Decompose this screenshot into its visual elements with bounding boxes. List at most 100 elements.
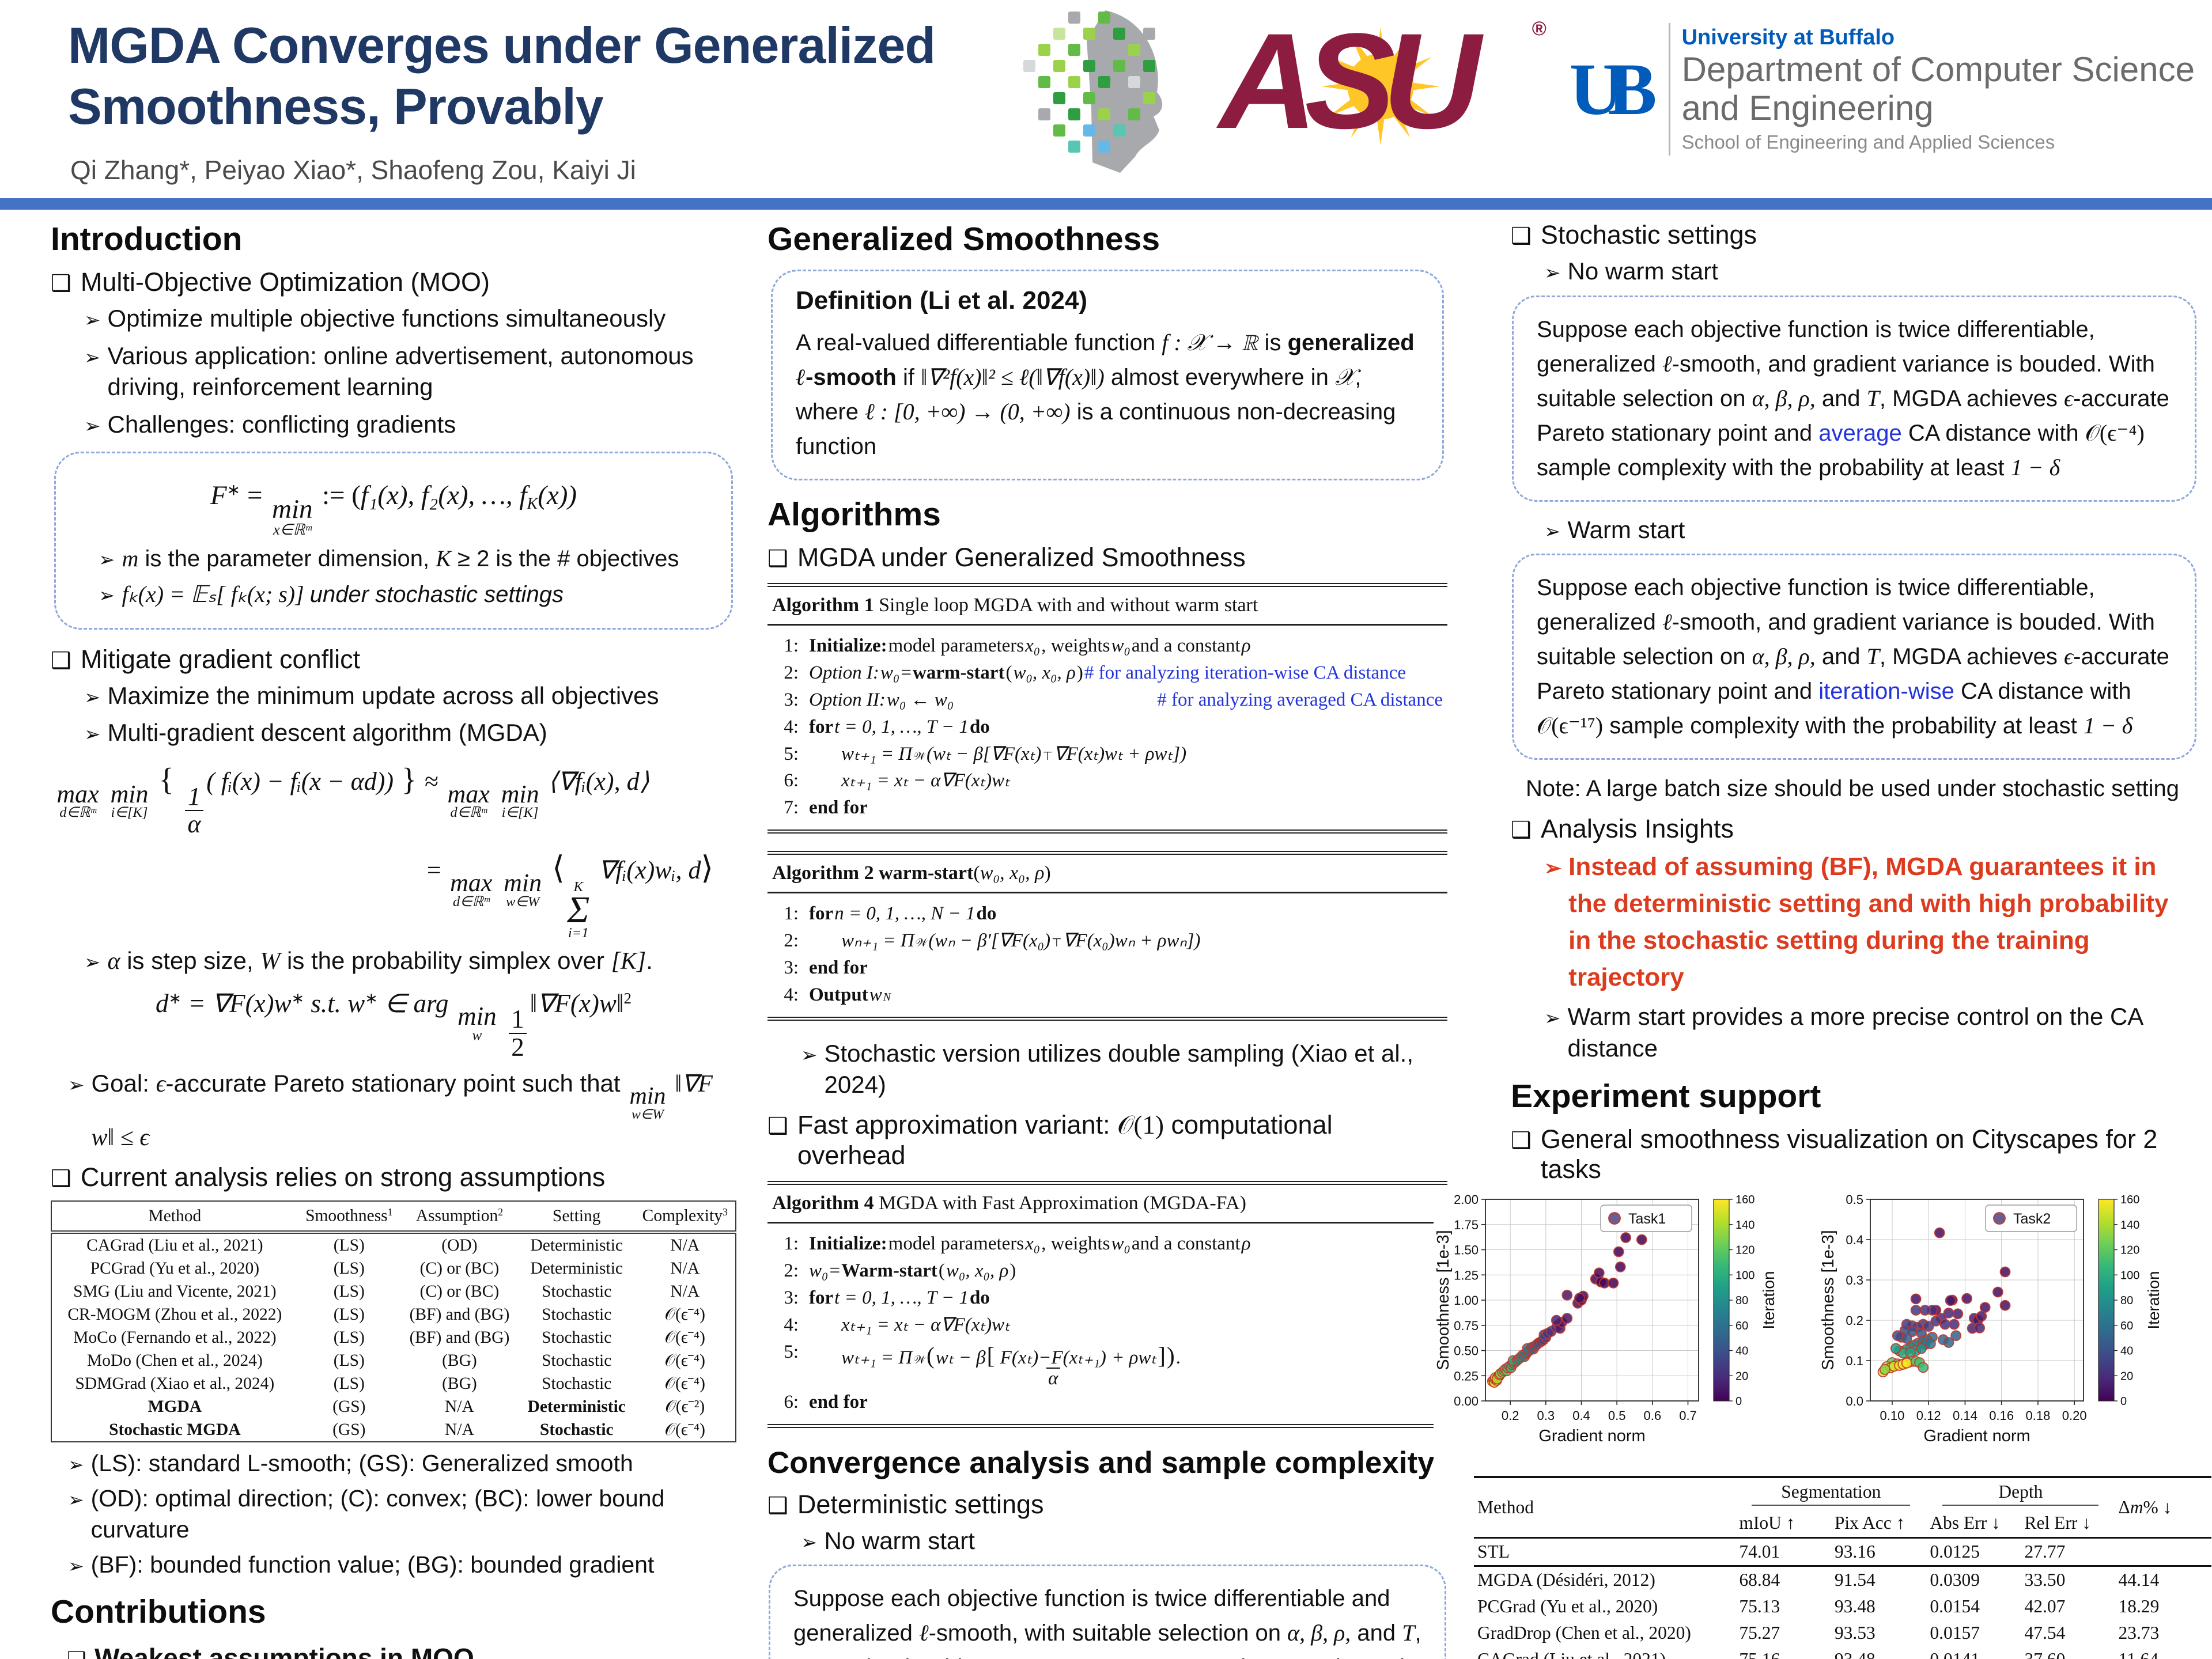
bullet-mit-1: ➢ Maximize the minimum update across all … [84, 680, 736, 712]
table-row: STL 74.01 93.16 0.0125 27.77 [1474, 1537, 2211, 1566]
bullet-moo-2: ➢ Various application: online advertiseme… [84, 342, 694, 401]
svg-text:40: 40 [2120, 1344, 2133, 1357]
table-row: MoDo (Chen et al., 2024) (LS) (BG) Stochast… [51, 1349, 736, 1372]
svg-text:160: 160 [2120, 1194, 2139, 1206]
table-cell: Stochastic MGDA [109, 1420, 241, 1439]
svg-text:20: 20 [2120, 1370, 2133, 1382]
table-row: CR-MOGM (Zhou et al., 2022) (LS) (BF) and … [51, 1303, 736, 1326]
table-cell: (BG) [442, 1374, 477, 1393]
poster-title: MGDA Converges under Generalized Smoothn… [68, 15, 936, 137]
algorithm-1-title: Algorithm 1 Single loop MGDA with and wi… [767, 587, 1447, 626]
svg-text:0.4: 0.4 [1846, 1233, 1863, 1247]
algorithm-1-lines: 1: Initialize: model parameters x₀, weigh… [767, 626, 1447, 830]
arrow-bullet-icon: ➢ [68, 1454, 84, 1475]
table-cell: (LS) [333, 1351, 365, 1370]
results-col-dm: Δm% ↓ [2118, 1497, 2172, 1517]
results-stl-body: STL 74.01 93.16 0.0125 27.77 [1474, 1537, 2211, 1566]
svg-text:0.10: 0.10 [1880, 1408, 1905, 1423]
table-cell: Stochastic [542, 1305, 612, 1324]
square-bullet-icon: ❑ [767, 546, 788, 571]
logo-strip: ASU ® UB University at Buffalo Departmen… [1019, 5, 2195, 173]
table-cell: 𝒪(ϵ⁻⁴) [664, 1328, 705, 1347]
svg-text:100: 100 [1735, 1269, 1755, 1282]
square-bullet-icon: ❑ [767, 1113, 788, 1139]
dstar-equation: d∗ = ∇F(x)w∗ s.t. w∗ ∈ arg min w 1 2 ‖∇F(x)… [156, 988, 632, 1062]
column-algorithms: Generalized Smoothness Definition (Li et… [767, 220, 1447, 1659]
results-col-abserr: Abs Err ↓ [1930, 1512, 2001, 1533]
arrow-bullet-icon: ➢ [1544, 1007, 1561, 1030]
svg-text:0: 0 [2120, 1395, 2127, 1408]
table-cell [2115, 1537, 2211, 1566]
table-cell: 𝒪(ϵ⁻²) [665, 1397, 705, 1416]
col-header-setting: Setting [519, 1201, 635, 1234]
results-methods-body: MGDA (Désidéri, 2012) 68.84 91.54 0.0309 33.… [1474, 1566, 2211, 1659]
results-table-wrap: Method Segmentation Depth Δm% ↓ mIoU ↑ P… [1474, 1475, 2211, 1659]
ub-university-name: University at Buffalo [1681, 25, 1895, 50]
column-introduction: Introduction ❑ Multi-Objective Optimizati… [51, 220, 736, 1659]
table-cell: (BG) [442, 1351, 477, 1370]
table-row: SMG (Liu and Vicente, 2021) (LS) (C) or (B… [51, 1280, 736, 1303]
table-cell: CAGrad (Liu et al., 2021) [86, 1236, 263, 1255]
table-cell: N/A [445, 1420, 474, 1439]
table-cell: PCGrad (Yu et al., 2020) [90, 1259, 260, 1278]
section-heading-experiment: Experiment support [1511, 1077, 1821, 1115]
ai-head-logo [1023, 10, 1162, 173]
y-axis-label: Smoothness [1e-3] [1434, 1230, 1453, 1370]
table-cell: 𝒪(ϵ⁻⁴) [664, 1420, 705, 1439]
results-col-relerr: Rel Err ↓ [2024, 1512, 2091, 1533]
theorem-stoch-warm-start: Suppose each objective function is twice… [1512, 554, 2196, 760]
legend-box [1600, 1204, 1692, 1232]
table-cell: 47.54 [2024, 1622, 2066, 1643]
bullet-fast-approx: ❑ Fast approximation variant: 𝒪(1) comput… [767, 1110, 1333, 1171]
asu-logo: ASU ® [1219, 5, 1546, 170]
arrow-bullet-icon: ➢ [68, 1074, 85, 1097]
table-cell: (C) or (BC) [419, 1259, 500, 1278]
svg-text:140: 140 [2120, 1218, 2139, 1231]
bullet-moo-1: ➢ Optimize multiple objective functions s… [84, 303, 736, 335]
table-cell: (BF) and (BG) [409, 1305, 510, 1324]
algorithm-line: 4: xₜ₊₁ = xₜ − α∇F(xₜ)wₜ [784, 1314, 1010, 1335]
table-cell: (LS) [333, 1282, 365, 1301]
algorithm-line: 7: end for [784, 797, 868, 819]
table-cell: Stochastic [542, 1351, 612, 1370]
section-heading-generalized-smoothness: Generalized Smoothness [767, 221, 1160, 257]
mgda-equation-line-1: max d∈ℝᵐ min i∈[K] { 1 α( fᵢ(x) − fᵢ(x − αd… [56, 761, 649, 839]
results-table-header: Method Segmentation Depth Δm% ↓ mIoU ↑ P… [1474, 1477, 2211, 1538]
definition-body: A real-valued differentiable function f … [796, 329, 1415, 459]
table-cell: Stochastic [539, 1420, 614, 1439]
svg-text:80: 80 [1735, 1294, 1748, 1307]
table-cell: (LS) [333, 1236, 365, 1255]
table-cell: (OD) [441, 1236, 478, 1255]
table-cell: 0.0309 [1930, 1569, 1980, 1590]
section-heading-algorithms: Algorithms [767, 496, 941, 533]
svg-text:60: 60 [1735, 1319, 1748, 1332]
definition-box: Definition (Li et al. 2024) A real-value… [771, 270, 1444, 480]
bullet-deterministic: ❑ Deterministic settings [767, 1489, 1044, 1519]
results-col-method: Method [1477, 1497, 1534, 1517]
assumptions-table-body: CAGrad (Liu et al., 2021) (LS) (OD) Determi… [51, 1232, 736, 1442]
double-sampling-note: ➢ Stochastic version utilizes double samp… [801, 1039, 1414, 1099]
colorbar-label: Iteration [1760, 1271, 1778, 1329]
svg-text:20: 20 [1735, 1370, 1748, 1382]
table-cell: 0.0125 [1930, 1541, 1980, 1562]
table-row: GradDrop (Chen et al., 2020) 75.27 93.53 0.… [1474, 1620, 2211, 1646]
algorithm-line: 2: wₙ₊₁ = Π 𝒲 (wₙ − β′[∇F(x₀) ⊤ ∇F(x₀)wₙ + ρw… [784, 930, 1201, 952]
arrow-bullet-icon: ➢ [99, 548, 115, 571]
table-row: MoCo (Fernando et al., 2022) (LS) (BF) and… [51, 1326, 736, 1349]
arrow-bullet-icon: ➢ [84, 346, 101, 369]
svg-text:0.1: 0.1 [1846, 1354, 1863, 1368]
svg-text:0.25: 0.25 [1454, 1369, 1479, 1383]
ub-logo: UB University at Buffalo Department of C… [1570, 23, 2195, 156]
x-axis-label: Gradient norm [1538, 1427, 1645, 1445]
table-cell: SDMGrad (Xiao et al., 2024) [75, 1374, 275, 1393]
table-row: PCGrad (Yu et al., 2020) 75.13 93.48 0.0154… [1474, 1593, 2211, 1620]
scatter-points [1877, 1227, 2011, 1377]
scatter-plot-task2: 0.10 0.12 0.14 0.16 0.18 0.20 0.0 0.1 0.2 0.3 0.4 0… [1818, 1190, 2187, 1461]
table-cell: N/A [670, 1236, 700, 1255]
table-cell: (LS) [333, 1328, 365, 1347]
assumptions-table: Method Smoothness1 Assumption2 Setting C… [51, 1200, 736, 1442]
table-cell: 68.84 [1739, 1569, 1780, 1590]
arrow-bullet-icon: ➢ [68, 1489, 84, 1511]
square-bullet-icon: ❑ [51, 271, 71, 296]
ub-school-name: School of Engineering and Applied Scienc… [1681, 131, 2055, 153]
